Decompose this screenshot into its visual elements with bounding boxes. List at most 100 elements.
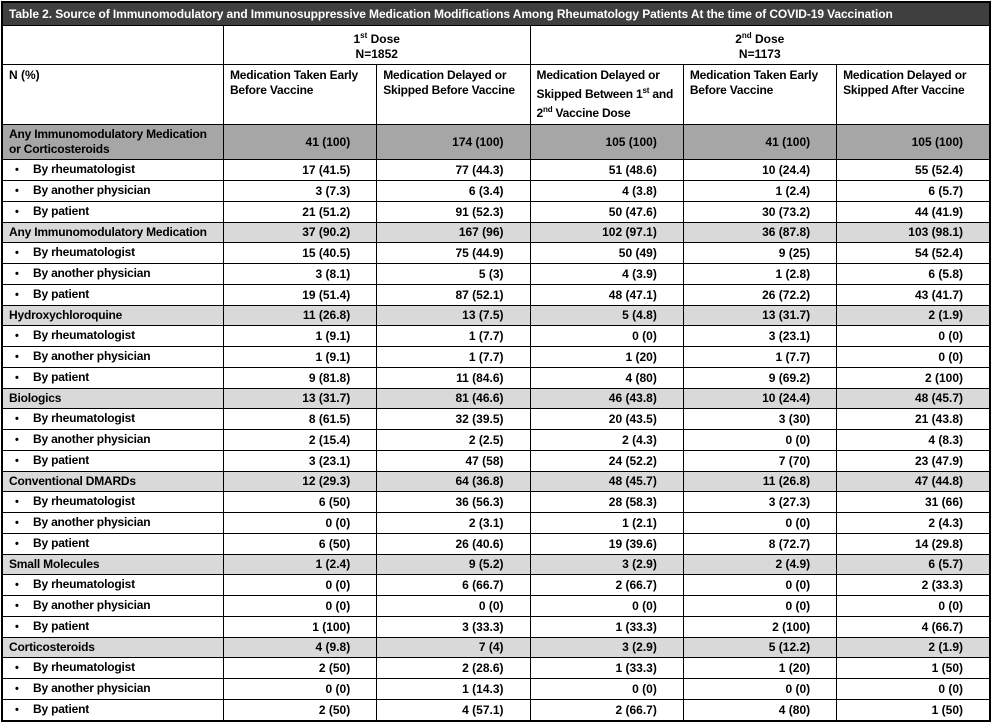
row-label-text: By patient bbox=[33, 204, 90, 218]
value-cell: 7 (70) bbox=[682, 450, 838, 472]
value-cell: 7 (4) bbox=[376, 637, 531, 658]
row-label: • By another physician bbox=[1, 263, 224, 285]
value-cell: 1 (100) bbox=[222, 616, 378, 638]
value-cell: 15 (40.5) bbox=[222, 242, 378, 264]
column-header: Medication Delayed or Skipped Between 1s… bbox=[529, 64, 684, 125]
sub-row: • By rheumatologist 6 (50) 36 (56.3) 28 (58.… bbox=[1, 491, 991, 513]
value-cell: 3 (2.9) bbox=[529, 637, 684, 658]
value-cell: 50 (49) bbox=[529, 242, 684, 264]
value-cell: 11 (84.6) bbox=[376, 367, 531, 389]
row-label-text: By another physician bbox=[33, 681, 151, 695]
value-cell: 13 (31.7) bbox=[682, 305, 838, 326]
bullet-icon: • bbox=[15, 538, 19, 550]
row-label: • By rheumatologist bbox=[1, 657, 224, 679]
value-cell: 10 (24.4) bbox=[682, 388, 838, 409]
value-cell: 36 (87.8) bbox=[682, 222, 838, 243]
row-label-text: By patient bbox=[33, 287, 90, 301]
value-cell: 87 (52.1) bbox=[376, 284, 531, 306]
value-cell: 4 (9.8) bbox=[222, 637, 378, 658]
value-cell: 2 (1.9) bbox=[836, 305, 991, 326]
value-cell: 50 (47.6) bbox=[529, 201, 684, 223]
value-cell: 3 (23.1) bbox=[222, 450, 378, 472]
value-cell: 48 (47.1) bbox=[529, 284, 684, 306]
value-cell: 24 (52.2) bbox=[529, 450, 684, 472]
value-cell: 6 (3.4) bbox=[376, 180, 531, 202]
value-cell: 1 (7.7) bbox=[376, 325, 531, 347]
bullet-icon: • bbox=[15, 413, 19, 425]
value-cell: 2 (1.9) bbox=[836, 637, 991, 658]
row-label-text: By another physician bbox=[33, 349, 151, 363]
value-cell: 54 (52.4) bbox=[836, 242, 991, 264]
row-label: • By another physician bbox=[1, 180, 224, 202]
category-row: Conventional DMARDs 12 (29.3) 64 (36.8) 48 … bbox=[1, 471, 991, 492]
row-label: • By patient bbox=[1, 284, 224, 306]
value-cell: 0 (0) bbox=[222, 595, 378, 617]
row-label-text: By rheumatologist bbox=[33, 328, 135, 342]
value-cell: 0 (0) bbox=[222, 574, 378, 596]
row-label: Small Molecules bbox=[1, 554, 224, 575]
value-cell: 0 (0) bbox=[836, 595, 991, 617]
value-cell: 43 (41.7) bbox=[836, 284, 991, 306]
value-cell: 10 (24.4) bbox=[682, 159, 838, 181]
row-label: • By rheumatologist bbox=[1, 325, 224, 347]
column-header: Medication Delayed or Skipped Before Vac… bbox=[376, 64, 531, 125]
value-cell: 0 (0) bbox=[222, 678, 378, 700]
value-cell: 6 (5.8) bbox=[836, 263, 991, 285]
value-cell: 51 (48.6) bbox=[529, 159, 684, 181]
value-cell: 46 (43.8) bbox=[529, 388, 684, 409]
value-cell: 2 (3.1) bbox=[376, 512, 531, 534]
row-label-text: By another physician bbox=[33, 432, 151, 446]
value-cell: 174 (100) bbox=[376, 124, 531, 160]
value-cell: 3 (23.1) bbox=[682, 325, 838, 347]
value-cell: 26 (72.2) bbox=[682, 284, 838, 306]
value-cell: 1 (2.8) bbox=[682, 263, 838, 285]
value-cell: 2 (50) bbox=[222, 699, 378, 722]
value-cell: 0 (0) bbox=[222, 512, 378, 534]
sub-row: • By rheumatologist 17 (41.5) 77 (44.3) 51 (… bbox=[1, 159, 991, 181]
value-cell: 5 (4.8) bbox=[529, 305, 684, 326]
value-cell: 20 (43.5) bbox=[529, 408, 684, 430]
sub-row: • By patient 6 (50) 26 (40.6) 19 (39.6) 8 (72… bbox=[1, 533, 991, 555]
row-label: • By another physician bbox=[1, 346, 224, 368]
value-cell: 8 (61.5) bbox=[222, 408, 378, 430]
bullet-icon: • bbox=[15, 704, 19, 716]
row-label: • By rheumatologist bbox=[1, 408, 224, 430]
value-cell: 1 (7.7) bbox=[376, 346, 531, 368]
bullet-icon: • bbox=[15, 434, 19, 446]
row-label: • By another physician bbox=[1, 595, 224, 617]
row-label: Any Immunomodulatory Medication bbox=[1, 222, 224, 243]
value-cell: 2 (100) bbox=[682, 616, 838, 638]
bullet-icon: • bbox=[15, 289, 19, 301]
value-cell: 36 (56.3) bbox=[376, 491, 531, 513]
row-label: • By another physician bbox=[1, 678, 224, 700]
value-cell: 4 (3.9) bbox=[529, 263, 684, 285]
value-cell: 6 (5.7) bbox=[836, 180, 991, 202]
row-label: • By rheumatologist bbox=[1, 242, 224, 264]
row-label: • By rheumatologist bbox=[1, 574, 224, 596]
value-cell: 13 (7.5) bbox=[376, 305, 531, 326]
sub-row: • By another physician 2 (15.4) 2 (2.5) 2 (4… bbox=[1, 429, 991, 451]
table-title: Table 2. Source of Immunomodulatory and … bbox=[1, 1, 991, 26]
sub-row: • By another physician 3 (7.3) 6 (3.4) 4 (3.… bbox=[1, 180, 991, 202]
value-cell: 0 (0) bbox=[836, 346, 991, 368]
value-cell: 4 (3.8) bbox=[529, 180, 684, 202]
bullet-icon: • bbox=[15, 579, 19, 591]
row-label: Hydroxychloroquine bbox=[1, 305, 224, 326]
bullet-icon: • bbox=[15, 164, 19, 176]
value-cell: 14 (29.8) bbox=[836, 533, 991, 555]
row-label: • By patient bbox=[1, 450, 224, 472]
table-body: Any Immunomodulatory Medication or Corti… bbox=[1, 124, 991, 722]
value-cell: 0 (0) bbox=[682, 678, 838, 700]
bullet-icon: • bbox=[15, 662, 19, 674]
value-cell: 41 (100) bbox=[222, 124, 378, 160]
value-cell: 9 (81.8) bbox=[222, 367, 378, 389]
dose-group-header: 1st Dose N=1852 bbox=[222, 25, 531, 65]
value-cell: 1 (33.3) bbox=[529, 657, 684, 679]
value-cell: 4 (66.7) bbox=[836, 616, 991, 638]
row-label: • By patient bbox=[1, 201, 224, 223]
bullet-icon: • bbox=[15, 185, 19, 197]
row-label-text: By rheumatologist bbox=[33, 411, 135, 425]
value-cell: 12 (29.3) bbox=[222, 471, 378, 492]
value-cell: 2 (50) bbox=[222, 657, 378, 679]
